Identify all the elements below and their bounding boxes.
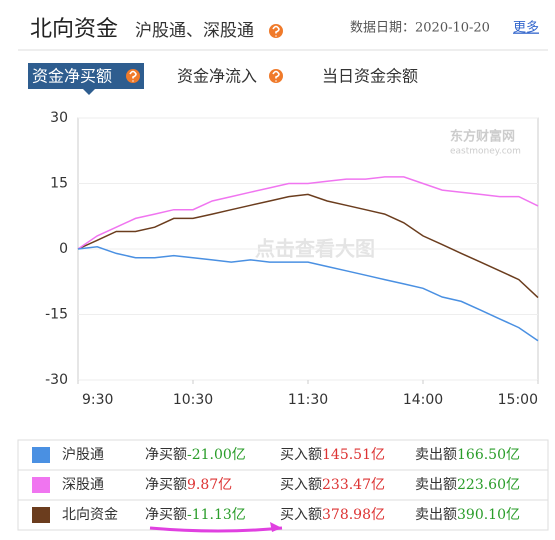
- watermark: eastmoney.com: [450, 147, 521, 157]
- summary-value: 9.87亿: [187, 477, 232, 493]
- y-tick-label: 15: [50, 176, 68, 192]
- summary-value: 223.60亿: [457, 477, 520, 493]
- summary-label: 净买额: [145, 447, 187, 463]
- x-tick-label: 15:00: [498, 392, 538, 408]
- summary-label: 卖出额: [415, 447, 457, 463]
- summary-label: 净买额: [145, 507, 187, 523]
- x-tick-label: 10:30: [173, 392, 213, 408]
- summary-label: 买入额: [280, 507, 322, 523]
- x-tick-label: 14:00: [403, 392, 443, 408]
- help-icon[interactable]: [269, 24, 283, 38]
- summary-value: 378.98亿: [322, 507, 385, 523]
- legend-table: [17, 439, 549, 531]
- arrow-head: [270, 522, 282, 532]
- active-tab[interactable]: [28, 63, 144, 89]
- summary-value: 390.10亿: [457, 507, 520, 523]
- legend-swatch: [32, 447, 50, 463]
- y-tick-label: -15: [45, 307, 68, 323]
- legend-name: 北向资金: [62, 507, 118, 523]
- subtitle: 沪股通、深股通: [135, 21, 254, 41]
- date: 数据日期：2020-10-20: [350, 21, 490, 36]
- summary-value: 233.47亿: [322, 477, 385, 493]
- series-line: [77, 193, 539, 299]
- tab[interactable]: 资金净买额: [32, 67, 112, 86]
- legend-swatch: [32, 477, 50, 493]
- series-line: [77, 176, 539, 250]
- summary-value: 145.51亿: [322, 447, 385, 463]
- legend-name: 沪股通: [62, 447, 104, 463]
- y-tick-label: -30: [45, 372, 68, 388]
- series-line: [77, 246, 539, 342]
- tab[interactable]: 当日资金余额: [322, 67, 418, 86]
- more-link[interactable]: 更多: [513, 20, 539, 36]
- tab-pointer: [83, 89, 95, 95]
- summary-label: 净买额: [145, 477, 187, 493]
- x-tick-label: 9:30: [82, 392, 113, 408]
- arrow: [149, 526, 283, 533]
- help-icon: [269, 69, 283, 83]
- watermark: 东方财富网: [450, 129, 515, 145]
- legend-name: 深股通: [62, 477, 104, 493]
- summary-label: 卖出额: [415, 507, 457, 523]
- y-tick-label: 30: [50, 110, 68, 126]
- summary-label: 买入额: [280, 447, 322, 463]
- y-tick-label: 0: [59, 241, 68, 257]
- help-icon: [126, 69, 140, 83]
- summary-value: -21.00亿: [187, 447, 246, 463]
- summary-value: 166.50亿: [457, 447, 520, 463]
- summary-value: -11.13亿: [187, 507, 246, 523]
- title: 北向资金: [30, 17, 118, 42]
- x-tick-label: 11:30: [288, 392, 328, 408]
- summary-label: 买入额: [280, 477, 322, 493]
- summary-label: 卖出额: [415, 477, 457, 493]
- tab[interactable]: 资金净流入: [177, 67, 257, 86]
- legend-swatch: [32, 507, 50, 523]
